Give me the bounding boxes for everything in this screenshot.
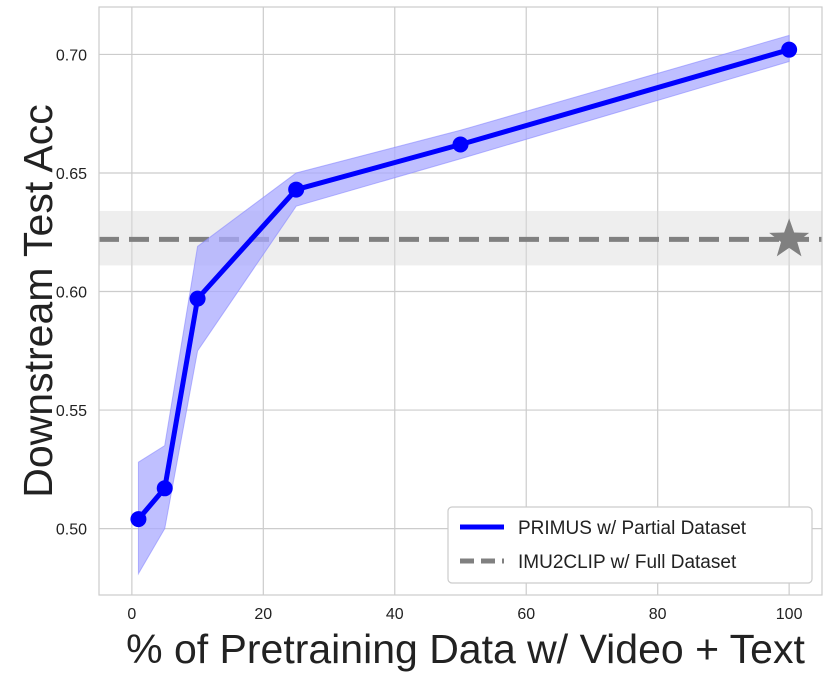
x-tick-label: 100 [776,606,803,623]
legend-imu2clip-label: IMU2CLIP w/ Full Dataset [518,552,737,573]
legend-box [447,506,813,584]
tick-labels: 0 20 40 60 80 100 0.50 0.55 0.60 0.65 0.70 [56,47,803,623]
primus-data-point [781,41,798,58]
plot-frame [98,6,823,596]
x-tick-label: 0 [127,606,136,623]
y-axis-label: Downstream Test Acc [15,104,61,497]
x-tick-label: 60 [517,606,535,623]
y-tick-label: 0.60 [56,285,87,302]
legend: PRIMUS w/ Partial Dataset IMU2CLIP w/ Fu… [447,506,813,584]
primus-data-point [189,290,206,307]
imu2clip-star-marker [769,218,810,257]
y-tick-label: 0.50 [56,522,87,539]
x-axis-label: % of Pretraining Data w/ Video + Text [126,626,805,672]
x-tick-label: 20 [254,606,272,623]
primus-data-point [452,136,469,153]
x-tick-label: 40 [386,606,404,623]
y-tick-label: 0.70 [56,47,87,64]
x-tick-label: 80 [649,606,667,623]
y-tick-label: 0.65 [56,166,87,183]
legend-primus-label: PRIMUS w/ Partial Dataset [518,518,747,539]
primus-data-point [288,181,305,198]
primus-data-point [156,480,173,497]
y-tick-label: 0.55 [56,403,87,420]
primus-points [130,41,798,528]
primus-data-point [130,511,147,528]
